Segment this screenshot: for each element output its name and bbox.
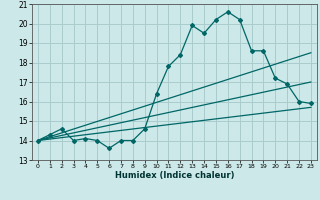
X-axis label: Humidex (Indice chaleur): Humidex (Indice chaleur): [115, 171, 234, 180]
